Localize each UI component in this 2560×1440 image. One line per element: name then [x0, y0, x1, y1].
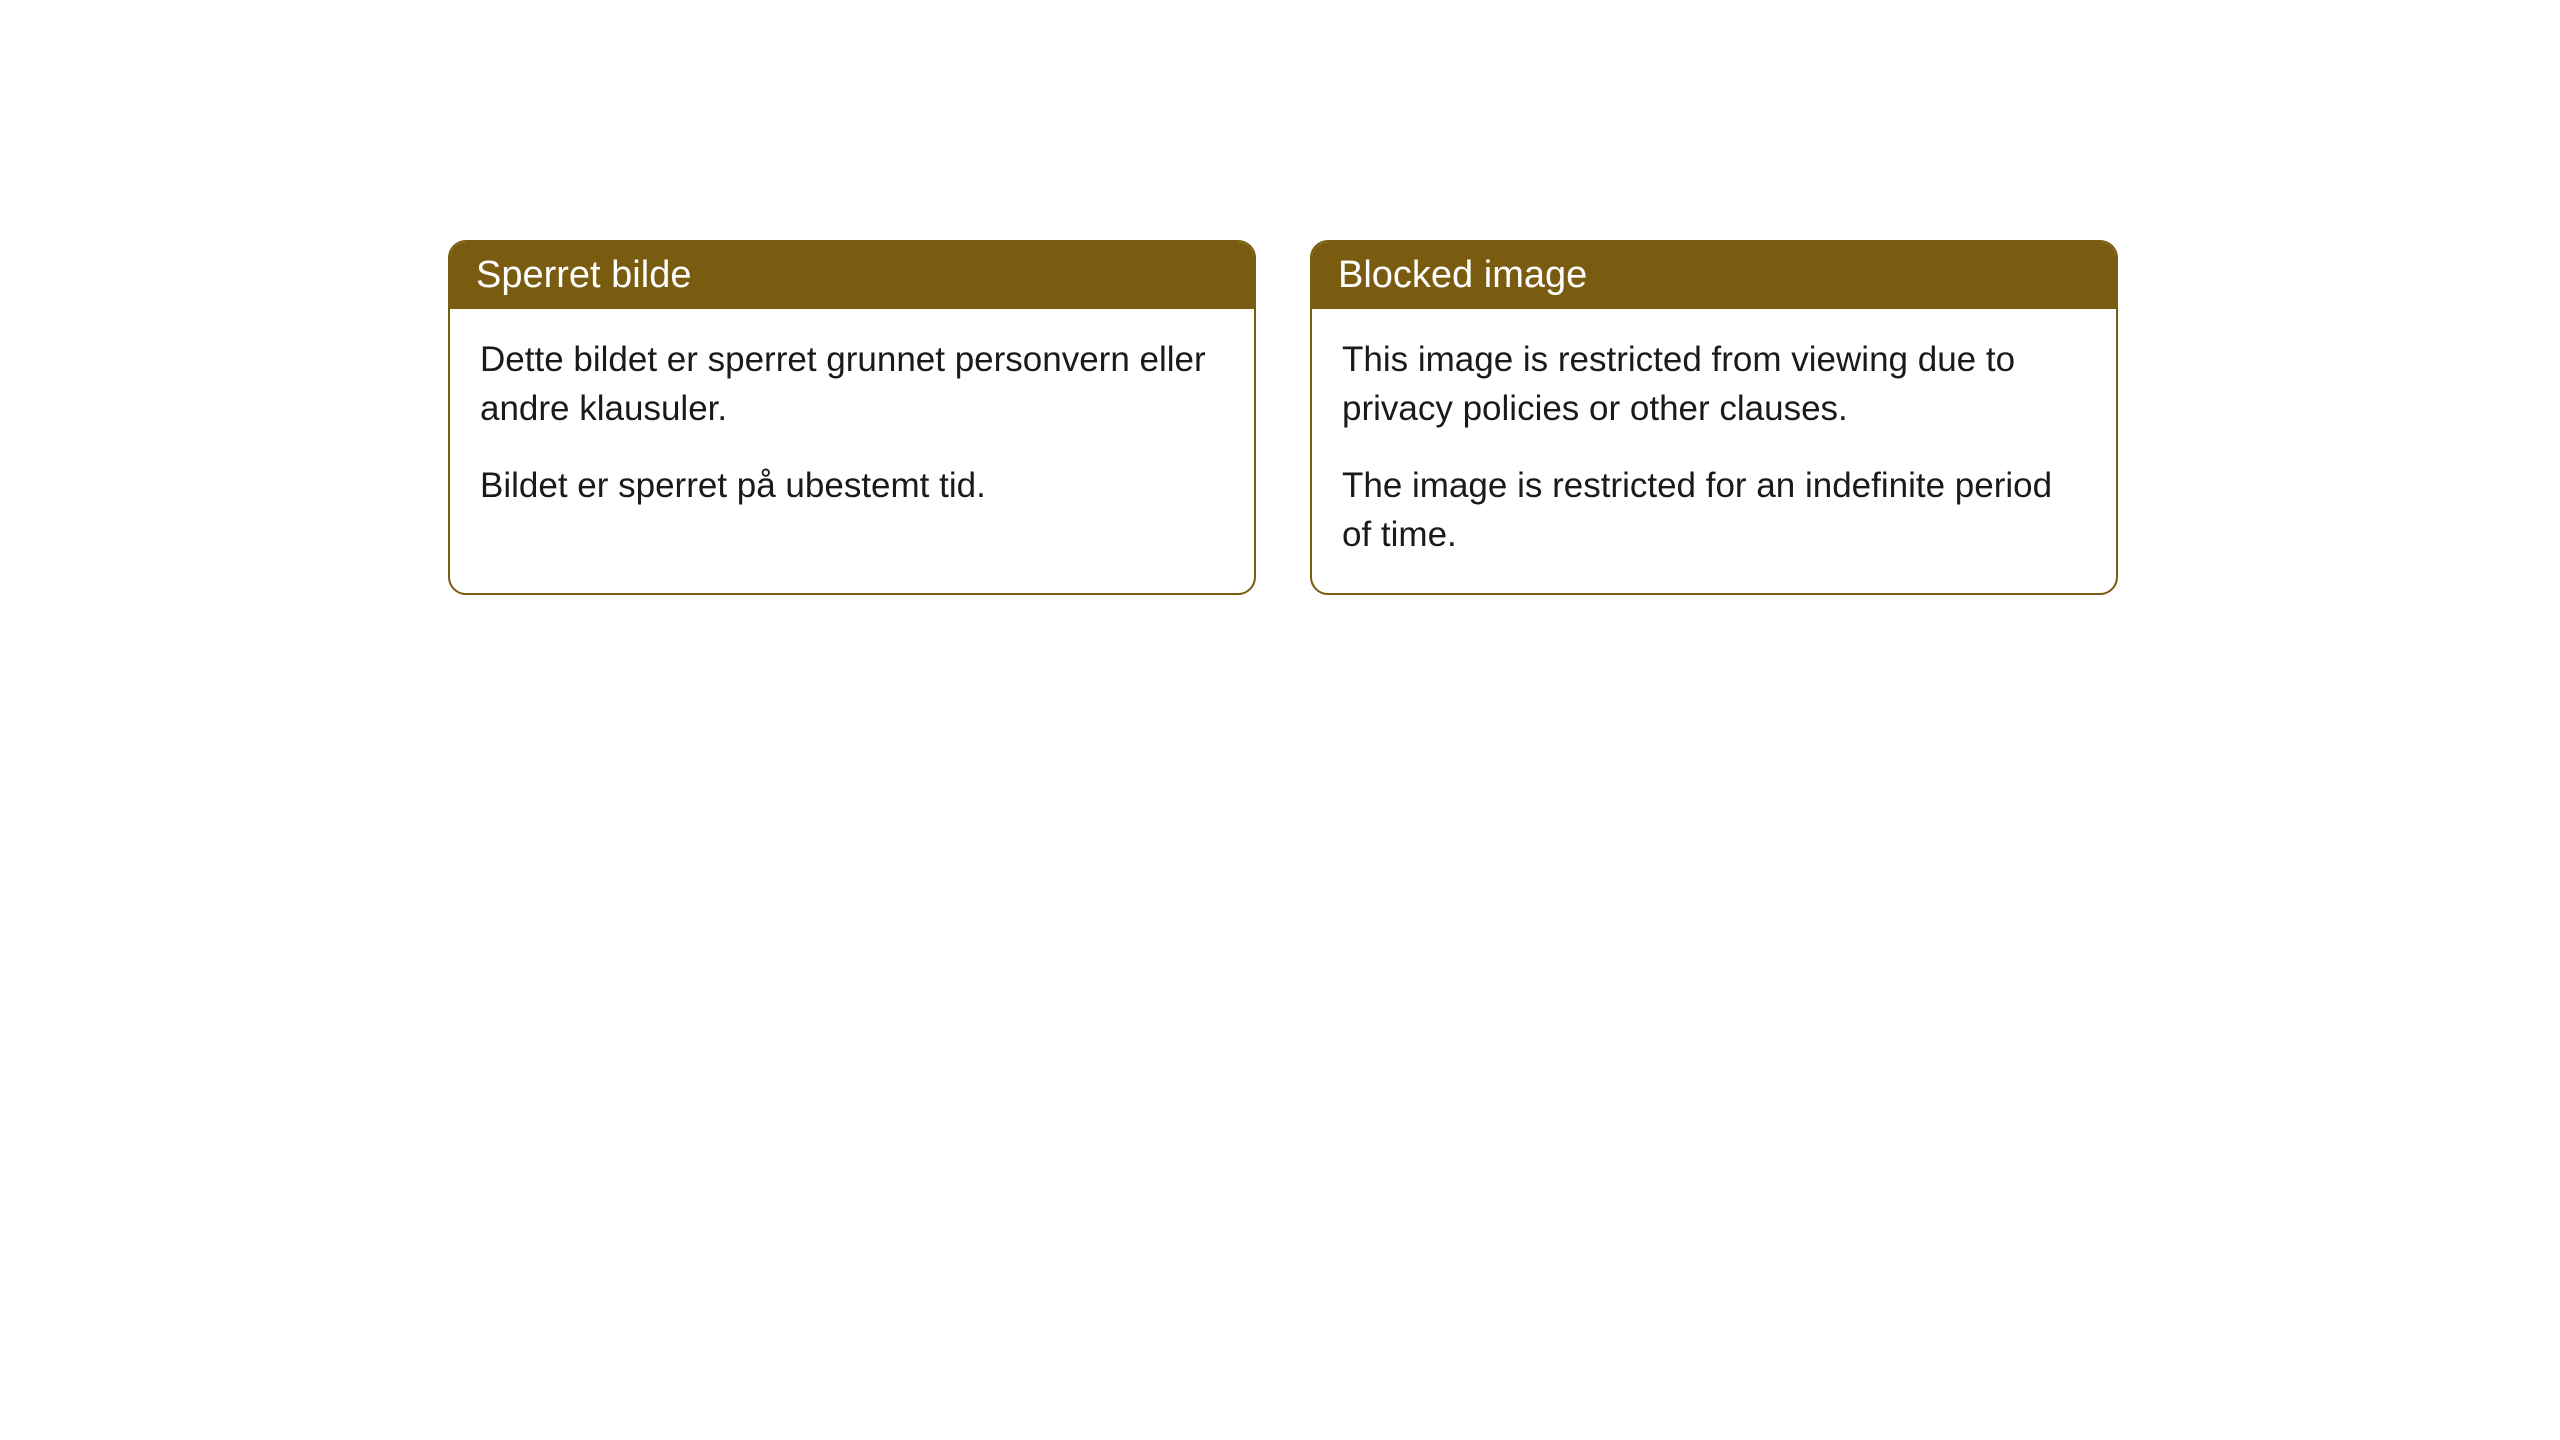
notice-card-norwegian: Sperret bilde Dette bildet er sperret gr…	[448, 240, 1256, 595]
card-header-norwegian: Sperret bilde	[450, 242, 1254, 309]
card-paragraph-2: The image is restricted for an indefinit…	[1342, 461, 2086, 559]
card-paragraph-1: Dette bildet er sperret grunnet personve…	[480, 335, 1224, 433]
card-body-norwegian: Dette bildet er sperret grunnet personve…	[450, 309, 1254, 544]
card-paragraph-2: Bildet er sperret på ubestemt tid.	[480, 461, 1224, 510]
notice-card-english: Blocked image This image is restricted f…	[1310, 240, 2118, 595]
notice-cards-container: Sperret bilde Dette bildet er sperret gr…	[448, 240, 2560, 595]
card-title: Sperret bilde	[476, 254, 691, 296]
card-header-english: Blocked image	[1312, 242, 2116, 309]
card-body-english: This image is restricted from viewing du…	[1312, 309, 2116, 593]
card-title: Blocked image	[1338, 254, 1587, 296]
card-paragraph-1: This image is restricted from viewing du…	[1342, 335, 2086, 433]
